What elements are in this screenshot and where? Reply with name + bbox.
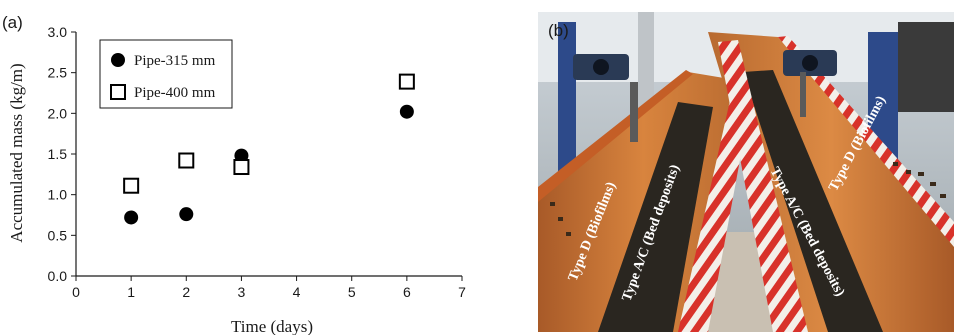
point-pipe-400 [398, 73, 415, 90]
blue-frame-left [558, 22, 576, 182]
x-tick-label: 0 [72, 284, 80, 300]
point-pipe-400 [178, 152, 195, 169]
point-pipe-315 [399, 104, 414, 119]
scatter-chart: (a) 0 1 2 3 4 5 6 7 0.0 0.5 1.0 1.5 2.0 2.5 3.0 Time (… [2, 13, 467, 335]
panel-a-label: (a) [2, 13, 23, 32]
camera-left-lens [593, 59, 609, 75]
right-pipe-deposit [743, 70, 883, 332]
left-pipe-lip [538, 70, 693, 202]
right-pipe-stripe-rim [718, 40, 808, 332]
left-pipe-deposit [598, 102, 713, 332]
y-axis-title: Accumulated mass (kg/m) [7, 63, 26, 242]
x-tick-label: 1 [127, 284, 135, 300]
chart-points [123, 73, 415, 225]
x-tick-label: 6 [403, 284, 411, 300]
left-pipe-stripe-rim [678, 87, 753, 332]
y-tick-label: 1.5 [48, 146, 68, 162]
equipment-panel [898, 22, 954, 112]
pipe-photo-illustration: (b) Type D (Biofilms) Type A/C (Bed depo… [538, 12, 954, 332]
y-tick-label: 3.0 [48, 24, 68, 40]
pipe-holes [550, 162, 946, 236]
probe-left [630, 82, 638, 142]
point-pipe-315 [179, 207, 194, 222]
legend-entry-label: Pipe-315 mm [134, 53, 216, 69]
x-axis-title: Time (days) [231, 317, 313, 335]
point-pipe-315 [124, 210, 139, 225]
chart-ticks: 0 1 2 3 4 5 6 7 0.0 0.5 1.0 1.5 2.0 2.5 3.0 [48, 24, 467, 300]
y-tick-label: 0.5 [48, 227, 68, 243]
panel-b-label: (b) [548, 21, 569, 40]
legend-entry-label: Pipe-400 mm [134, 85, 216, 101]
point-pipe-400 [233, 159, 250, 176]
point-pipe-400 [123, 177, 140, 194]
y-tick-label: 0.0 [48, 268, 68, 284]
x-tick-label: 5 [348, 284, 356, 300]
photo-panel: (b) Type D (Biofilms) Type A/C (Bed depo… [538, 12, 954, 332]
probe-right [800, 72, 806, 117]
x-tick-label: 2 [182, 284, 190, 300]
camera-right-lens [802, 55, 818, 71]
x-tick-label: 4 [293, 284, 301, 300]
x-tick-label: 7 [458, 284, 466, 300]
x-tick-label: 3 [238, 284, 246, 300]
chart-legend: Pipe-315 mm Pipe-400 mm [99, 39, 233, 109]
right-pipe-outer-rim [778, 36, 954, 247]
y-tick-label: 2.5 [48, 65, 68, 81]
legend-marker-pipe-315 [111, 53, 125, 67]
y-tick-label: 1.0 [48, 187, 68, 203]
legend-marker-pipe-400 [110, 84, 126, 100]
y-tick-label: 2.0 [48, 105, 68, 121]
